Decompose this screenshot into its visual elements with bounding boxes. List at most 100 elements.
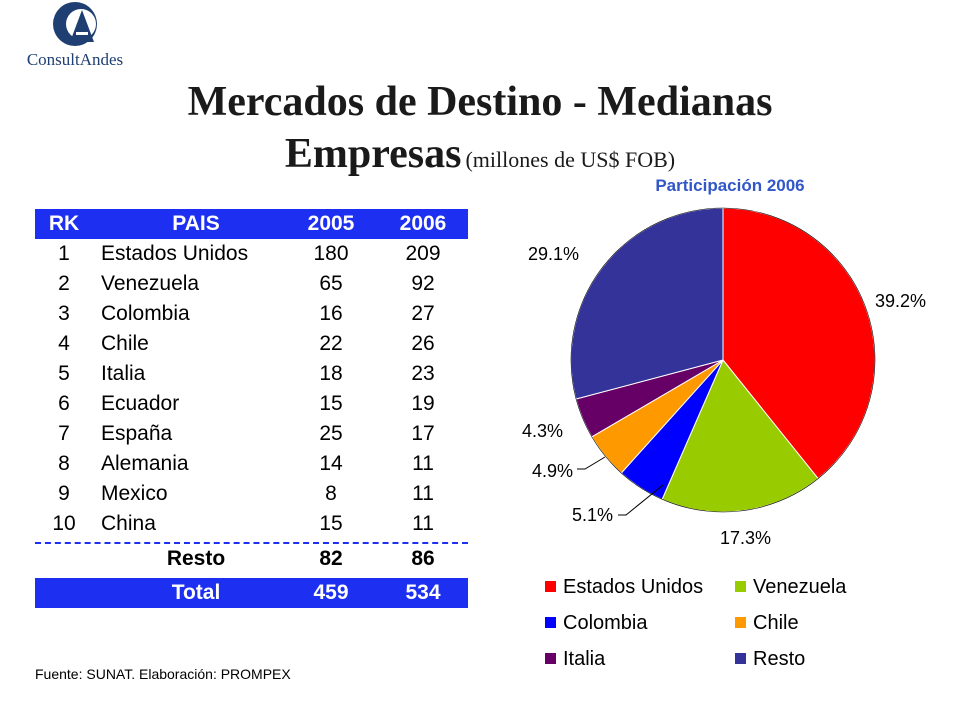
- source-note: Fuente: SUNAT. Elaboración: PROMPEX: [35, 666, 291, 682]
- row-value-2006: 19: [411, 392, 435, 415]
- row-country: Colombia: [101, 302, 190, 325]
- pie-label-resto: 29.1%: [528, 244, 579, 264]
- row-value-2006: 92: [411, 272, 435, 295]
- leader-line: [577, 456, 606, 470]
- row-country: Mexico: [101, 482, 168, 505]
- row-value-2006: 23: [411, 362, 435, 385]
- row-rank: 10: [52, 512, 76, 535]
- row-country: Chile: [101, 332, 149, 355]
- resto-2006: 86: [411, 547, 435, 570]
- legend-swatch: [545, 617, 556, 628]
- markets-table: RK PAIS 2005 2006 1 Estados Unidos 180 209 2…: [35, 209, 468, 608]
- row-rank: 1: [58, 242, 70, 265]
- legend-label: Colombia: [563, 612, 648, 634]
- legend-label: Chile: [753, 612, 799, 634]
- table-row: 5 Italia 18 23: [35, 359, 468, 389]
- logo-name: ConsultAndes: [26, 50, 124, 69]
- page-title-line2: Empresas (millones de US$ FOB): [200, 130, 760, 178]
- page-title-unit: (millones de US$ FOB): [465, 147, 676, 172]
- table-divider: [35, 542, 468, 544]
- pie-label-estados-unidos: 39.2%: [875, 291, 926, 311]
- row-value-2005: 22: [319, 332, 343, 355]
- row-rank: 3: [58, 302, 70, 325]
- legend-label: Italia: [563, 648, 606, 670]
- row-country: Venezuela: [101, 272, 200, 295]
- legend-swatch: [735, 581, 746, 592]
- table-row: 1 Estados Unidos 180 209: [35, 239, 468, 269]
- row-value-2005: 65: [319, 272, 343, 295]
- page-title-line1: Mercados de Destino - Medianas: [187, 79, 773, 125]
- legend-item: Resto: [735, 648, 805, 671]
- table-row: 3 Colombia 16 27: [35, 299, 468, 329]
- resto-2005: 82: [319, 547, 343, 570]
- pie-label-italia: 4.3%: [522, 421, 563, 441]
- table-row: 10 China 15 11: [35, 509, 468, 539]
- table-row: 9 Mexico 8 11: [35, 479, 468, 509]
- legend-label: Venezuela: [753, 576, 847, 598]
- pie-outline: [570, 207, 876, 513]
- row-rank: 9: [58, 482, 70, 505]
- row-value-2005: 15: [319, 512, 343, 535]
- header-2006: 2006: [399, 212, 447, 235]
- total-label: Total: [171, 581, 221, 604]
- header-rk: RK: [48, 212, 80, 235]
- table-body: 1 Estados Unidos 180 209 2 Venezuela 65 92 3 Colo…: [35, 239, 468, 539]
- row-value-2005: 18: [319, 362, 343, 385]
- row-value-2006: 209: [405, 242, 441, 265]
- row-country: Ecuador: [101, 392, 180, 415]
- row-value-2006: 17: [411, 422, 435, 445]
- row-rank: 4: [58, 332, 70, 355]
- table-row-total: Total 459 534: [35, 578, 468, 608]
- row-rank: 5: [58, 362, 70, 385]
- table-row: 2 Venezuela 65 92: [35, 269, 468, 299]
- row-rank: 6: [58, 392, 70, 415]
- row-rank: 8: [58, 452, 70, 475]
- legend-swatch: [735, 653, 746, 664]
- table-row: 8 Alemania 14 11: [35, 449, 468, 479]
- row-country: Estados Unidos: [101, 242, 249, 265]
- legend-label: Resto: [753, 648, 806, 670]
- legend-swatch: [735, 617, 746, 628]
- legend-item: Venezuela: [735, 576, 846, 599]
- total-2005: 459: [313, 581, 349, 604]
- consultandes-logo: ConsultAndes: [10, 2, 140, 72]
- row-value-2005: 16: [319, 302, 343, 325]
- table-row: 4 Chile 22 26: [35, 329, 468, 359]
- row-value-2006: 27: [411, 302, 435, 325]
- row-value-2006: 26: [411, 332, 435, 355]
- legend-swatch: [545, 581, 556, 592]
- table-header: RK PAIS 2005 2006: [35, 209, 468, 239]
- pie-label-colombia: 5.1%: [572, 505, 613, 525]
- legend-item: Chile: [735, 612, 799, 635]
- header-pais: PAIS: [172, 212, 220, 235]
- legend-item: Estados Unidos: [545, 576, 703, 599]
- row-country: China: [101, 512, 156, 535]
- row-value-2005: 25: [319, 422, 343, 445]
- table-row-resto: Resto 82 86: [35, 544, 468, 574]
- row-value-2005: 180: [313, 242, 349, 265]
- pie-label-chile: 4.9%: [532, 461, 573, 481]
- page-title-main: Empresas: [284, 131, 462, 177]
- row-country: Alemania: [101, 452, 189, 475]
- leader-line: [618, 484, 664, 516]
- resto-label: Resto: [166, 547, 226, 570]
- legend-swatch: [545, 653, 556, 664]
- row-country: Italia: [101, 362, 146, 385]
- total-2006: 534: [405, 581, 441, 604]
- row-rank: 2: [58, 272, 70, 295]
- header-2005: 2005: [307, 212, 355, 235]
- row-value-2005: 8: [325, 482, 337, 505]
- logo-mark-icon: [53, 2, 97, 46]
- legend-item: Italia: [545, 648, 605, 671]
- row-value-2006: 11: [412, 512, 434, 535]
- row-country: España: [101, 422, 173, 445]
- legend-label: Estados Unidos: [563, 576, 704, 598]
- pie-label-venezuela: 17.3%: [720, 528, 771, 548]
- table-row: 7 España 25 17: [35, 419, 468, 449]
- chart-title: Participación 2006: [655, 176, 805, 195]
- row-rank: 7: [58, 422, 70, 445]
- row-value-2006: 11: [412, 482, 434, 505]
- legend-item: Colombia: [545, 612, 647, 635]
- row-value-2005: 14: [319, 452, 343, 475]
- row-value-2005: 15: [319, 392, 343, 415]
